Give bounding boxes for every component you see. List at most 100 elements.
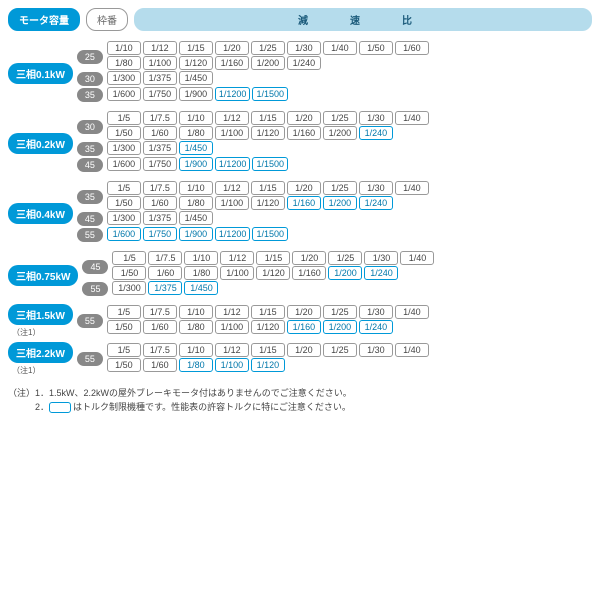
ratio-cell: 1/15 — [251, 111, 285, 125]
ratio-cell: 1/15 — [251, 305, 285, 319]
ratio-cell: 1/10 — [179, 343, 213, 357]
ratio-cell: 1/750 — [143, 157, 177, 171]
ratio-cell: 1/60 — [143, 196, 177, 210]
ratio-cell: 1/240 — [359, 196, 393, 210]
frame-pill: 30 — [77, 72, 103, 86]
ratio-cell: 1/20 — [287, 181, 321, 195]
ratio-cell: 1/120 — [251, 126, 285, 140]
frame-branch: 301/3001/3751/450 — [77, 71, 429, 86]
ratio-cell: 1/300 — [112, 281, 146, 295]
ratio-cell: 1/10 — [179, 111, 213, 125]
ratio-cell: 1/50 — [107, 320, 141, 334]
ratio-cell: 1/50 — [112, 266, 146, 280]
ratio-row: 1/6001/7501/9001/12001/1500 — [107, 157, 288, 171]
ratio-cell: 1/160 — [215, 56, 249, 70]
ratio-cell: 1/7.5 — [143, 111, 177, 125]
ratio-row: 1/3001/3751/450 — [112, 281, 218, 295]
ratio-cell: 1/5 — [112, 251, 146, 265]
ratio-cell: 1/7.5 — [143, 305, 177, 319]
ratio-row: 1/501/601/801/1001/1201/1601/2001/240 — [107, 196, 429, 210]
ratio-cell: 1/450 — [179, 141, 213, 155]
ratio-cell: 1/50 — [107, 126, 141, 140]
ratio-cell: 1/60 — [143, 358, 177, 372]
frame-branch: 55 1/51/7.51/101/121/151/201/251/301/401/… — [77, 305, 429, 334]
ratio-cell: 1/5 — [107, 343, 141, 357]
ratio-cell: 1/50 — [107, 358, 141, 372]
frame-branch: 55 1/3001/3751/450 — [82, 281, 434, 296]
ratio-cell: 1/1500 — [252, 87, 288, 101]
motor-group: 三相0.2kW301/51/7.51/101/121/151/201/251/3… — [8, 111, 592, 175]
ratio-cell: 1/15 — [256, 251, 290, 265]
ratio-cell: 1/60 — [143, 126, 177, 140]
motor-group: 三相1.5kW （注1） 55 1/51/7.51/101/121/151/201/2… — [8, 305, 592, 337]
footnotes: （注）1．1.5kW、2.2kWの屋外ブレーキモータ付はありませんのでご注意くだ… — [8, 387, 592, 414]
ratio-cell: 1/160 — [287, 126, 321, 140]
ratio-cell: 1/10 — [179, 181, 213, 195]
ratio-cell: 1/20 — [287, 305, 321, 319]
ratio-cell: 1/200 — [323, 320, 357, 334]
ratio-cell: 1/80 — [179, 126, 213, 140]
frame-branch: 451/51/7.51/101/121/151/201/251/301/401/… — [82, 251, 434, 280]
ratio-cell: 1/30 — [287, 41, 321, 55]
ratio-row: 1/3001/3751/450 — [107, 141, 213, 155]
frame-branch: 55 1/6001/7501/9001/12001/1500 — [77, 227, 429, 242]
ratio-row: 1/51/7.51/101/121/151/201/251/301/40 — [107, 305, 429, 319]
ratio-cell: 1/15 — [179, 41, 213, 55]
ratio-cell: 1/375 — [148, 281, 182, 295]
ratio-cell: 1/120 — [256, 266, 290, 280]
frame-pill: 55 — [77, 314, 103, 328]
ratio-row: 1/51/7.51/101/121/151/201/251/301/40 — [107, 181, 429, 195]
ratio-cell: 1/100 — [215, 358, 249, 372]
ratio-cell: 1/450 — [179, 71, 213, 85]
ratio-cell: 1/40 — [395, 181, 429, 195]
frame-pill: 55 — [77, 228, 103, 242]
ratio-row: 1/6001/7501/9001/12001/1500 — [107, 227, 288, 241]
ratio-cell: 1/12 — [215, 343, 249, 357]
motor-note: （注1） — [12, 365, 40, 376]
frame-branch: 251/101/121/151/201/251/301/401/501/601/… — [77, 41, 429, 70]
motor-note: （注1） — [12, 327, 40, 338]
ratio-cell: 1/375 — [143, 71, 177, 85]
frame-pill: 55 — [82, 282, 108, 296]
ratio-cell: 1/600 — [107, 157, 141, 171]
motor-label: 三相0.4kW — [8, 203, 73, 224]
ratio-cell: 1/375 — [143, 141, 177, 155]
ratio-cell: 1/600 — [107, 87, 141, 101]
ratio-cell: 1/450 — [184, 281, 218, 295]
ratio-cell: 1/300 — [107, 211, 141, 225]
ratio-cell: 1/30 — [359, 111, 393, 125]
ratio-cell: 1/100 — [215, 320, 249, 334]
ratio-cell: 1/300 — [107, 141, 141, 155]
frame-pill: 45 — [77, 212, 103, 226]
ratio-row: 1/51/7.51/101/121/151/201/251/301/40 — [107, 343, 429, 357]
ratio-cell: 1/20 — [292, 251, 326, 265]
ratio-cell: 1/12 — [215, 305, 249, 319]
ratio-cell: 1/120 — [251, 320, 285, 334]
ratio-cell: 1/240 — [359, 320, 393, 334]
ratio-cell: 1/40 — [400, 251, 434, 265]
groups-container: 三相0.1kW251/101/121/151/201/251/301/401/5… — [8, 41, 592, 375]
motor-label: 三相0.75kW — [8, 265, 78, 286]
ratio-cell: 1/7.5 — [143, 181, 177, 195]
motor-group: 三相0.75kW451/51/7.51/101/121/151/201/251/… — [8, 251, 592, 299]
ratio-cell: 1/25 — [323, 181, 357, 195]
ratio-cell: 1/120 — [251, 358, 285, 372]
ratio-cell: 1/30 — [359, 343, 393, 357]
ratio-cell: 1/40 — [395, 343, 429, 357]
ratio-cell: 1/15 — [251, 181, 285, 195]
motor-group: 三相0.1kW251/101/121/151/201/251/301/401/5… — [8, 41, 592, 105]
ratio-cell: 1/60 — [395, 41, 429, 55]
ratio-cell: 1/12 — [215, 181, 249, 195]
motor-label: 三相1.5kW — [8, 304, 73, 325]
ratio-cell: 1/80 — [179, 358, 213, 372]
ratio-cell: 1/5 — [107, 305, 141, 319]
ratio-cell: 1/120 — [251, 196, 285, 210]
motor-group: 三相2.2kW（注1）551/51/7.51/101/121/151/201/2… — [8, 343, 592, 375]
ratio-cell: 1/160 — [287, 196, 321, 210]
ratio-cell: 1/160 — [292, 266, 326, 280]
motor-capacity-label: モータ容量 — [8, 8, 80, 31]
ratio-row: 1/501/601/801/1001/1201/1601/2001/240 — [107, 126, 429, 140]
ratio-cell: 1/12 — [143, 41, 177, 55]
ratio-cell: 1/100 — [220, 266, 254, 280]
ratio-row: 1/801/1001/1201/1601/2001/240 — [107, 56, 429, 70]
